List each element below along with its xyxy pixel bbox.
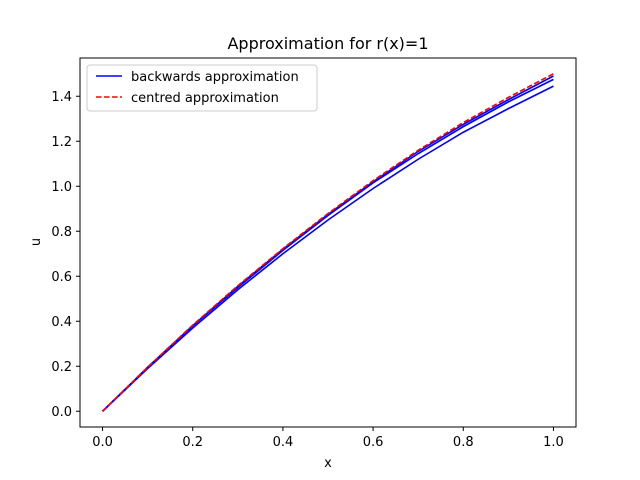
x-tick-label: 0.4 (273, 435, 294, 450)
y-tick-label: 0.8 (51, 225, 72, 240)
y-tick-label: 0.4 (51, 315, 72, 330)
x-tick-label: 0.0 (92, 435, 113, 450)
x-axis: 0.0 0.2 0.4 0.6 0.8 1.0 (92, 427, 564, 450)
x-tick-label: 0.2 (182, 435, 203, 450)
y-tick-label: 0.0 (51, 405, 72, 420)
y-axis-label: u (29, 238, 44, 246)
legend-box (86, 64, 318, 112)
series-line-backwards-0 (101, 85, 554, 412)
series-line-centred (101, 73, 554, 412)
y-tick-label: 1.0 (51, 180, 72, 195)
legend: backwards approximation centred approxim… (86, 64, 318, 112)
y-tick-label: 0.6 (51, 270, 72, 285)
x-tick-label: 0.6 (363, 435, 384, 450)
plot-frame (79, 57, 577, 428)
x-tick-label: 0.8 (453, 435, 474, 450)
legend-label-centred: centred approximation (131, 91, 279, 106)
y-axis: 0.0 0.2 0.4 0.6 0.8 1.0 1.2 1.4 (51, 90, 80, 420)
y-tick-label: 0.2 (51, 360, 72, 375)
x-axis-label: x (324, 456, 332, 471)
series-layer (101, 73, 554, 412)
y-tick-label: 1.4 (51, 90, 72, 105)
y-tick-label: 1.2 (51, 135, 72, 150)
x-tick-label: 1.0 (543, 435, 564, 450)
legend-label-backwards: backwards approximation (131, 70, 299, 85)
chart-title: Approximation for r(x)=1 (227, 34, 428, 53)
